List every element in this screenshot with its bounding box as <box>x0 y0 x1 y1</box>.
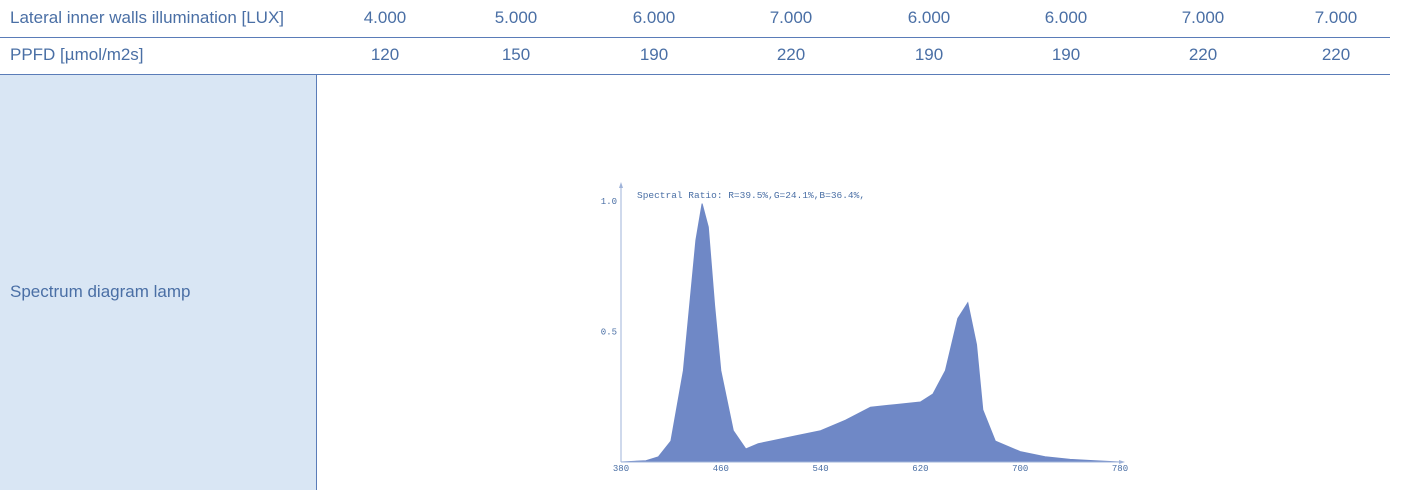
spectrum-area <box>620 203 1121 463</box>
y-tick-label: 0.5 <box>601 328 617 338</box>
table-cell: 190 <box>639 45 669 64</box>
table-cell: 7.000 <box>769 8 813 27</box>
table-cell: 190 <box>1051 45 1081 64</box>
row-label-lux: Lateral inner walls illumination [LUX] <box>10 8 285 27</box>
x-tick-label: 540 <box>812 464 828 474</box>
table-cell: 6.000 <box>1044 8 1088 27</box>
table-cell: 220 <box>1321 45 1351 64</box>
table-row-ppfd: PPFD [µmol/m2s] 120 150 190 220 190 190 … <box>0 37 1390 75</box>
x-tick-label: 380 <box>613 464 629 474</box>
x-tick-label: 460 <box>713 464 729 474</box>
table-cell: 6.000 <box>632 8 676 27</box>
table-cell: 150 <box>501 45 531 64</box>
x-tick-label: 700 <box>1012 464 1028 474</box>
table-cell: 220 <box>1188 45 1218 64</box>
table-cell: 7.000 <box>1181 8 1225 27</box>
y-axis-arrow <box>619 182 623 188</box>
spectrum-label-cell: Spectrum diagram lamp <box>0 75 317 490</box>
table-cell: 190 <box>914 45 944 64</box>
table-cell: 6.000 <box>907 8 951 27</box>
spectrum-label: Spectrum diagram lamp <box>10 282 191 301</box>
table-row-lux: Lateral inner walls illumination [LUX] 4… <box>0 0 1390 38</box>
spectrum-chart: 380 460 540 620 700 780 1.0 0.5 Spectral Ratio: … <box>601 182 1128 474</box>
x-axis-arrow <box>1119 460 1125 464</box>
table-cell: 7.000 <box>1314 8 1358 27</box>
table-cell: 220 <box>776 45 806 64</box>
spectrum-chart-area: 380 460 540 620 700 780 1.0 0.5 Spectral Ratio: … <box>317 75 1413 490</box>
chart-title: Spectral Ratio: R=39.5%,G=24.1%,B=36.4%, <box>637 190 865 201</box>
table-cell: 4.000 <box>363 8 407 27</box>
y-tick-label: 1.0 <box>601 197 617 207</box>
row-label-ppfd: PPFD [µmol/m2s] <box>10 45 144 64</box>
table-cell: 120 <box>370 45 400 64</box>
x-tick-label: 780 <box>1112 464 1128 474</box>
x-tick-label: 620 <box>912 464 928 474</box>
table-cell: 5.000 <box>494 8 538 27</box>
